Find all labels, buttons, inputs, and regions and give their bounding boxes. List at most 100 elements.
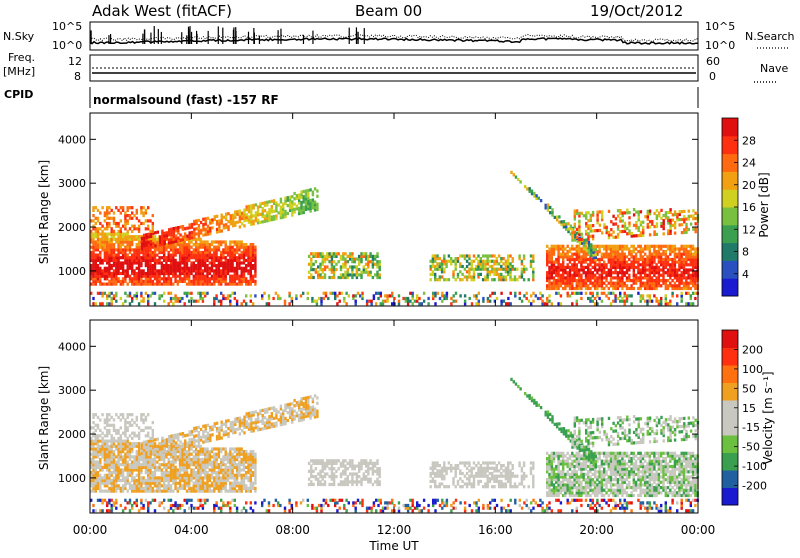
power-cell — [165, 277, 167, 280]
velocity-cell — [241, 468, 243, 471]
power-cell — [502, 268, 504, 271]
power-cell — [587, 211, 589, 214]
power-cell — [569, 294, 571, 297]
power-cell — [518, 254, 520, 257]
power-cell — [628, 229, 630, 232]
power-cell — [612, 215, 614, 218]
power-cell — [605, 294, 607, 297]
power-cell — [592, 229, 594, 232]
power-cell — [603, 223, 605, 226]
power-cell — [430, 265, 432, 268]
power-cell — [457, 257, 459, 260]
power-cell — [120, 206, 122, 209]
power-cell — [344, 258, 346, 261]
power-cell — [122, 206, 124, 209]
velocity-cell — [152, 471, 154, 474]
power-cell — [516, 268, 518, 271]
velocity-cell — [111, 471, 113, 474]
power-cell — [614, 245, 616, 248]
power-cell — [331, 276, 333, 279]
power-cell — [580, 255, 582, 258]
power-cell — [193, 248, 195, 251]
velocity-cell — [225, 463, 227, 466]
power-cell — [503, 300, 505, 303]
velocity-cell — [197, 445, 199, 448]
power-cell — [129, 292, 131, 295]
power-cell — [179, 233, 181, 236]
power-cell — [649, 245, 651, 248]
power-cell — [316, 189, 318, 192]
power-cell — [658, 245, 660, 248]
power-cell — [199, 251, 201, 254]
power-cell — [360, 252, 362, 255]
power-cell — [642, 276, 644, 279]
power-cell — [500, 257, 502, 260]
power-cell — [669, 208, 671, 211]
power-cell — [585, 266, 587, 269]
power-cell — [530, 254, 532, 257]
power-cell — [163, 300, 165, 303]
power-cell — [509, 262, 511, 265]
power-cell — [320, 297, 322, 300]
power-cell — [466, 265, 468, 268]
power-cell — [108, 222, 110, 225]
power-cell — [507, 297, 509, 300]
power-cell — [589, 292, 591, 295]
power-cell — [530, 294, 532, 297]
power-cell — [250, 204, 252, 207]
power-cell — [532, 268, 534, 271]
power-cell — [622, 230, 624, 233]
power-cell — [266, 211, 268, 214]
power-cell — [384, 300, 386, 303]
power-cell — [615, 236, 617, 239]
velocity-cell — [218, 463, 220, 466]
power-cell — [252, 275, 254, 278]
power-cell — [628, 287, 630, 290]
power-cell — [432, 254, 434, 257]
power-colorbar-tick-label: 20 — [742, 179, 756, 192]
power-cell — [588, 241, 590, 244]
power-cell — [234, 211, 236, 214]
power-cell — [157, 231, 159, 234]
power-cell — [145, 219, 147, 222]
date-title: 19/Oct/2012 — [590, 2, 683, 20]
power-cell — [152, 251, 154, 254]
power-cell — [186, 227, 188, 230]
power-cell — [564, 247, 566, 250]
power-cell — [316, 300, 318, 303]
power-cell — [140, 206, 142, 209]
power-cell — [441, 292, 443, 295]
power-cell — [567, 222, 569, 225]
power-cell — [637, 287, 639, 290]
velocity-cell — [156, 476, 158, 479]
power-cell — [104, 227, 106, 230]
power-cell — [468, 268, 470, 271]
power-cell — [245, 243, 247, 246]
power-cell — [461, 273, 463, 276]
power-cell — [209, 267, 211, 270]
power-cell — [626, 227, 628, 230]
power-cell — [531, 190, 533, 193]
power-cell — [393, 297, 395, 300]
power-cell — [358, 255, 360, 258]
power-cell — [628, 294, 630, 297]
power-cell — [653, 245, 655, 248]
power-cell — [450, 257, 452, 260]
velocity-cell — [129, 482, 131, 485]
power-cell — [578, 220, 580, 223]
power-cell — [95, 222, 97, 225]
velocity-cell — [204, 447, 206, 450]
power-cell — [303, 206, 305, 209]
power-cell — [622, 225, 624, 228]
power-cell — [587, 232, 589, 235]
power-cell — [177, 248, 179, 251]
power-cell — [612, 300, 614, 303]
power-cell — [644, 282, 646, 285]
power-cell — [298, 194, 300, 197]
power-cell — [576, 292, 578, 295]
power-cell — [436, 254, 438, 257]
power-cell — [685, 302, 687, 305]
power-cell — [601, 245, 603, 248]
power-cell — [120, 272, 122, 275]
power-cell — [685, 245, 687, 248]
